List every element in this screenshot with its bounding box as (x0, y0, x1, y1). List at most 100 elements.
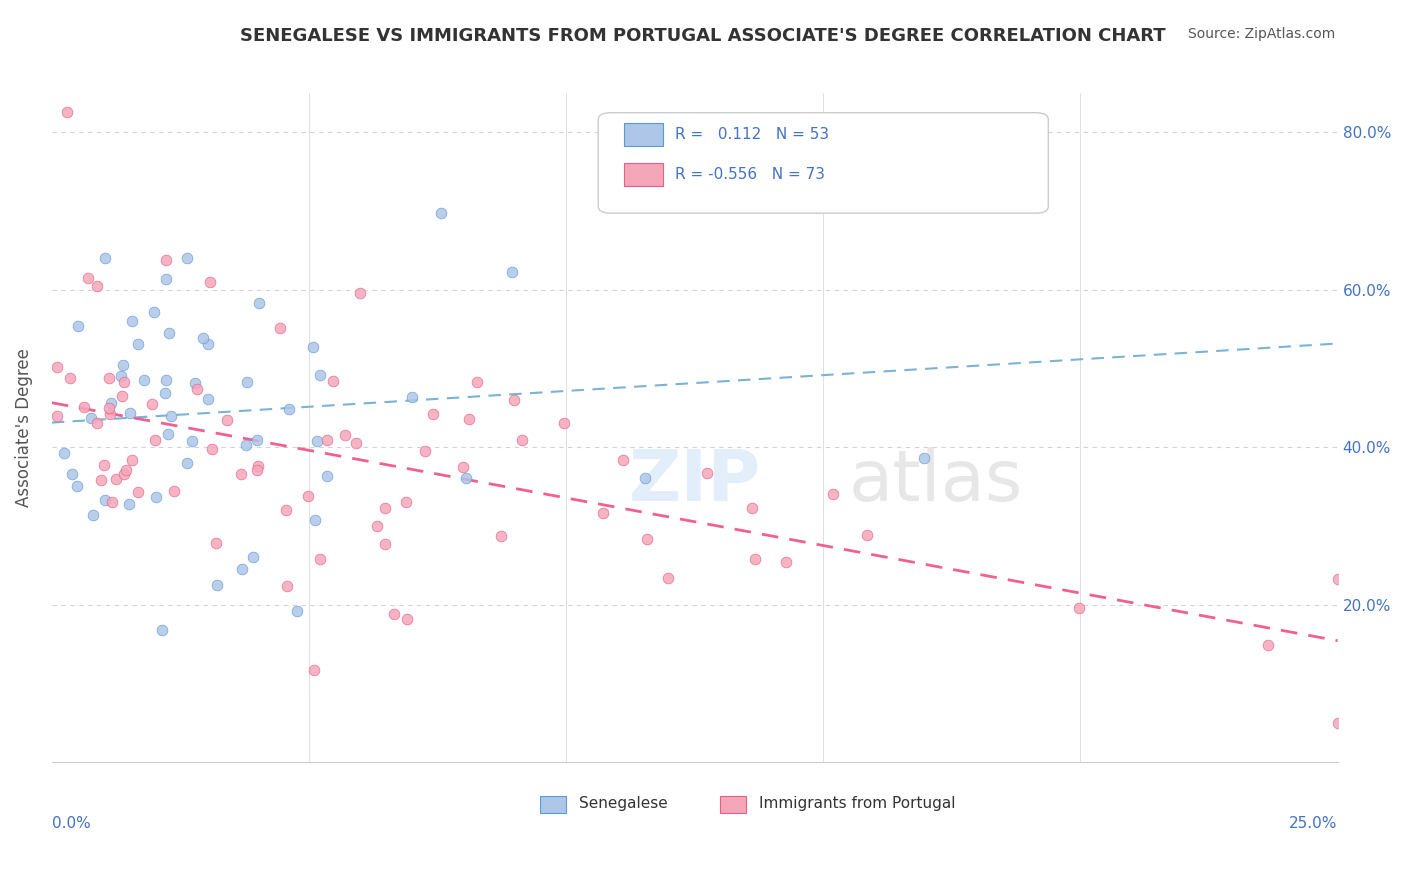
Point (821, 487, 844, 501)
FancyBboxPatch shape (624, 123, 662, 146)
Point (744, 552, 766, 566)
Point (100, 395, 122, 409)
Point (215, 413, 238, 427)
Point (82, 508, 104, 522)
Point (94, 252, 117, 266)
Point (696, 466, 718, 480)
Point (127, 337, 149, 351)
Point (156, 427, 179, 442)
Point (246, 433, 269, 447)
Point (242, 549, 264, 564)
Point (278, 401, 301, 416)
Point (612, 453, 634, 467)
Point (97, 401, 120, 415)
Point (422, 407, 444, 421)
Point (201, 442, 224, 457)
Point (775, 555, 797, 569)
Point (104, 472, 127, 486)
Point (197, 392, 219, 406)
Point (155, 253, 177, 268)
Point (302, 340, 325, 354)
Point (415, 444, 437, 458)
Text: ZIP: ZIP (628, 447, 761, 516)
Point (197, 337, 219, 351)
Point (198, 275, 221, 289)
Point (382, 607, 405, 621)
Point (110, 369, 132, 384)
Point (1326, 716, 1348, 731)
Point (235, 438, 257, 452)
Point (322, 374, 344, 388)
Point (297, 489, 319, 503)
Point (309, 368, 332, 382)
Point (45, 359, 67, 374)
Point (366, 519, 388, 533)
Point (143, 305, 166, 319)
Text: atlas: atlas (849, 447, 1024, 516)
Point (401, 390, 423, 404)
Point (58, 370, 80, 384)
Point (657, 571, 679, 585)
Point (205, 578, 228, 592)
Point (333, 428, 356, 442)
Point (395, 612, 418, 626)
Point (741, 501, 763, 516)
Point (67, 319, 90, 334)
Point (912, 450, 935, 465)
Point (592, 506, 614, 520)
Point (100, 495, 122, 509)
Point (163, 483, 186, 498)
Point (112, 467, 135, 482)
Point (60, 467, 83, 481)
Point (121, 314, 143, 328)
Point (66, 479, 89, 493)
Point (53, 446, 76, 460)
Point (451, 460, 474, 475)
Point (305, 434, 328, 449)
Point (501, 264, 523, 278)
Point (247, 296, 270, 310)
Point (205, 535, 228, 549)
Point (153, 386, 176, 401)
Point (184, 376, 207, 390)
Point (634, 470, 657, 484)
Point (1326, 572, 1348, 586)
Point (45, 409, 67, 424)
Text: 0.0%: 0.0% (52, 816, 90, 831)
Y-axis label: Associate's Degree: Associate's Degree (15, 348, 32, 507)
Point (344, 435, 367, 450)
FancyBboxPatch shape (624, 163, 662, 186)
Text: 25.0%: 25.0% (1289, 816, 1337, 831)
Point (636, 533, 658, 547)
Text: Senegalese: Senegalese (579, 797, 668, 812)
Point (503, 392, 526, 407)
Point (73, 401, 96, 415)
Point (374, 537, 396, 551)
Point (159, 409, 181, 423)
Point (1069, 601, 1091, 615)
Point (246, 463, 269, 477)
Point (90, 473, 112, 487)
Point (276, 502, 298, 516)
Point (145, 490, 167, 504)
Point (120, 406, 142, 420)
Point (157, 326, 180, 340)
Point (246, 458, 269, 473)
Point (304, 513, 326, 527)
Point (269, 321, 291, 335)
Point (349, 286, 371, 301)
Point (454, 471, 477, 485)
Point (285, 604, 308, 618)
Point (276, 579, 298, 593)
FancyBboxPatch shape (598, 112, 1049, 213)
Point (121, 452, 143, 467)
Text: SENEGALESE VS IMMIGRANTS FROM PORTUGAL ASSOCIATE'S DEGREE CORRELATION CHART: SENEGALESE VS IMMIGRANTS FROM PORTUGAL A… (240, 27, 1166, 45)
Point (80, 411, 103, 425)
Point (155, 272, 177, 286)
Point (236, 375, 259, 389)
Point (856, 528, 879, 542)
Text: Immigrants from Portugal: Immigrants from Portugal (759, 797, 956, 812)
Point (56, 105, 79, 120)
Point (180, 434, 202, 449)
Point (112, 359, 135, 373)
